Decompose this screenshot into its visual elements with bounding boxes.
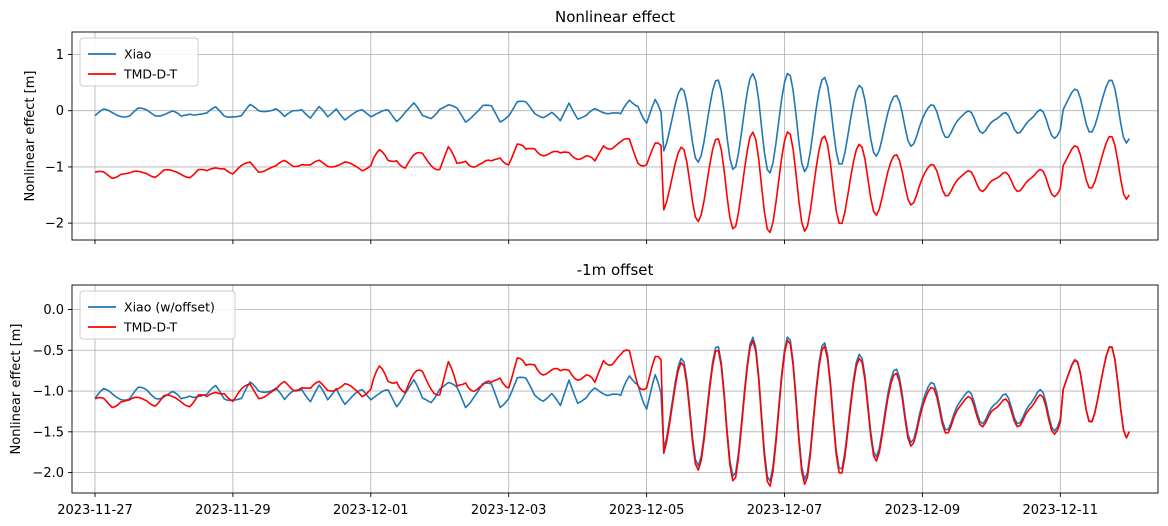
x-tick-label: 2023-12-09 [885,503,961,518]
legend-label: TMD-D-T [123,67,178,82]
series-line [94,131,1130,234]
legend-label: Xiao [124,47,151,62]
chart-title: Nonlinear effect [555,8,675,26]
x-tick-label: 2023-12-01 [333,503,409,518]
y-tick-label: 1 [56,48,64,63]
panel-bottom: -1m offset 0.0 −0.5 −1.0 −1.5 −2.0 2023-11-27 2… [9,261,1159,518]
x-tick-label: 2023-12-11 [1023,503,1099,518]
x-tick-label: 2023-11-27 [57,503,133,518]
axes-frame [71,284,1159,494]
x-tick-label: 2023-12-03 [471,503,547,518]
y-tick-label: 0 [56,104,64,119]
legend: Xiao (w/offset) TMD-D-T [79,290,236,340]
x-tick-label: 2023-12-07 [747,503,823,518]
y-tick-label: −2.0 [32,466,64,481]
y-tick-label: −1 [45,160,64,175]
panel-top: Nonlinear effect 1 0 −1 −2 Nonlinear effect [… [23,8,1159,244]
chart-title: -1m offset [577,261,654,279]
y-tick-label: −0.5 [32,344,64,359]
y-tick-label: −1.0 [32,385,64,400]
y-tick-label: 0.0 [43,303,64,318]
x-tick-label: 2023-11-29 [195,503,271,518]
y-tick-label: −1.5 [32,425,64,440]
legend-label: TMD-D-T [123,320,178,335]
legend: Xiao TMD-D-T [79,37,199,87]
series-line [94,72,1130,174]
series-line [94,336,1131,483]
legend-box [79,290,236,340]
series-line [94,339,1131,487]
y-axis-label: Nonlinear effect [m] [23,71,38,202]
legend-label: Xiao (w/offset) [124,300,215,315]
y-axis-label: Nonlinear effect [m] [9,324,24,455]
y-tick-label: −2 [45,217,64,232]
x-tick-label: 2023-12-05 [609,503,685,518]
axes-frame [71,31,1159,241]
